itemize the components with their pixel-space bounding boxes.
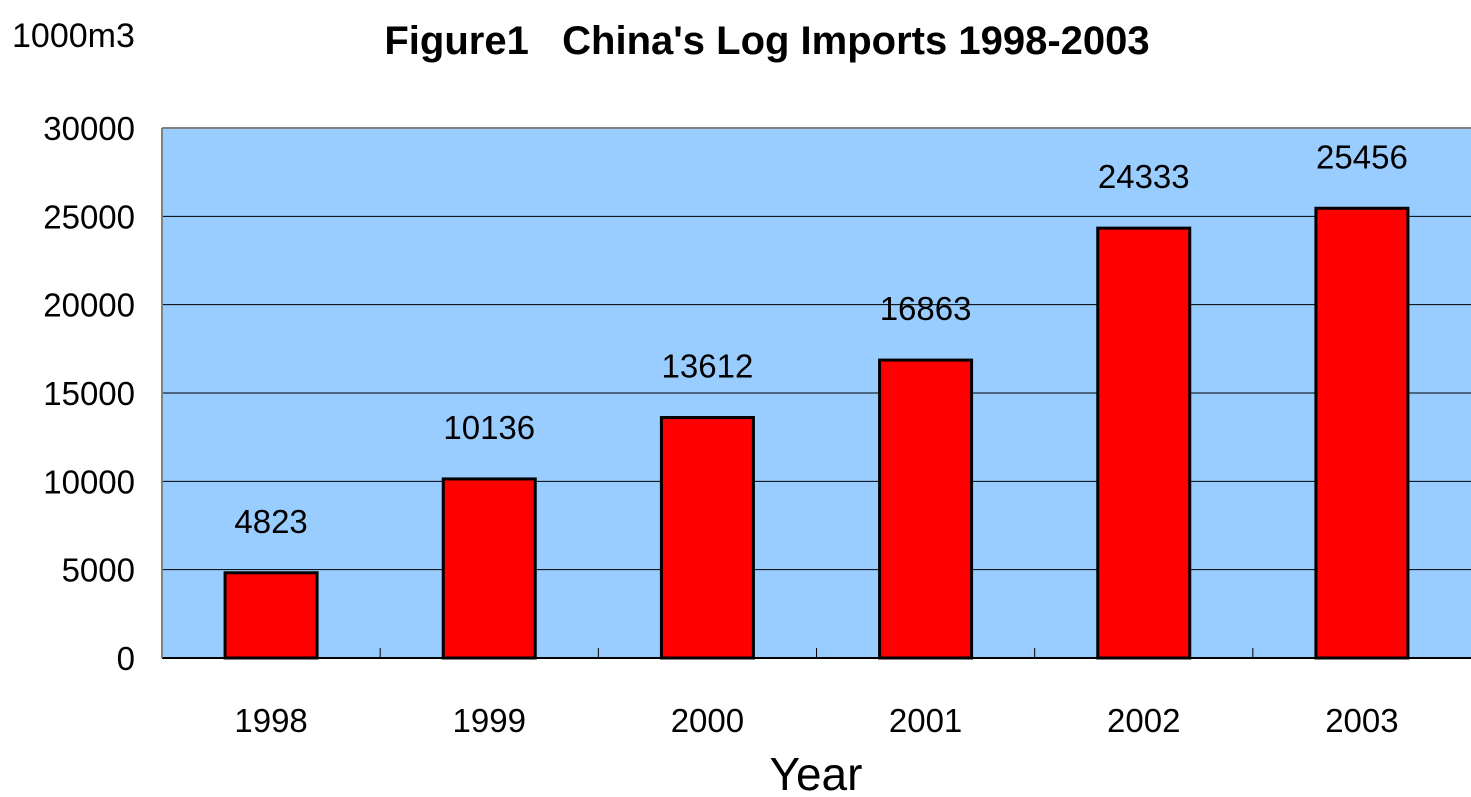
y-tick-label: 30000 — [43, 110, 135, 147]
y-tick-label: 15000 — [43, 375, 135, 412]
bar-1998 — [223, 571, 319, 660]
bar-2002 — [1096, 226, 1192, 660]
y-tick-label: 0 — [117, 640, 135, 677]
x-tick-marks — [379, 648, 1254, 658]
y-tick-label: 5000 — [62, 552, 135, 589]
x-axis-label: Year — [770, 748, 863, 797]
x-tick-labels: 1998 1999 2000 2001 2002 2003 — [234, 702, 1398, 739]
data-label-2002: 24333 — [1098, 158, 1190, 195]
data-label-2001: 16863 — [880, 290, 972, 327]
y-tick-label: 25000 — [43, 198, 135, 235]
y-tick-label: 10000 — [43, 463, 135, 500]
data-label-2003: 25456 — [1316, 138, 1408, 175]
bars — [223, 206, 1410, 660]
x-tick-label-1999: 1999 — [453, 702, 526, 739]
y-tick-label: 20000 — [43, 287, 135, 324]
bar-2000 — [659, 416, 755, 660]
chart-title: Figure1 China's Log Imports 1998-2003 — [384, 19, 1149, 63]
data-label-1998: 4823 — [234, 503, 307, 540]
data-label-2000: 13612 — [662, 348, 754, 385]
x-tick-label-2002: 2002 — [1107, 702, 1180, 739]
unit-label: 1000m3 — [12, 17, 135, 55]
x-tick-label-2000: 2000 — [671, 702, 744, 739]
gridlines — [162, 127, 1471, 571]
data-labels: 4823 10136 13612 16863 24333 25456 — [234, 138, 1407, 540]
bar-1999 — [441, 477, 537, 660]
bar-2003 — [1314, 206, 1410, 660]
y-tick-labels: 0 5000 10000 15000 20000 25000 30000 — [43, 110, 135, 677]
x-tick-label-2001: 2001 — [889, 702, 962, 739]
data-label-1999: 10136 — [443, 409, 535, 446]
bar-2001 — [878, 358, 974, 660]
x-tick-label-2003: 2003 — [1325, 702, 1398, 739]
x-tick-label-1998: 1998 — [234, 702, 307, 739]
